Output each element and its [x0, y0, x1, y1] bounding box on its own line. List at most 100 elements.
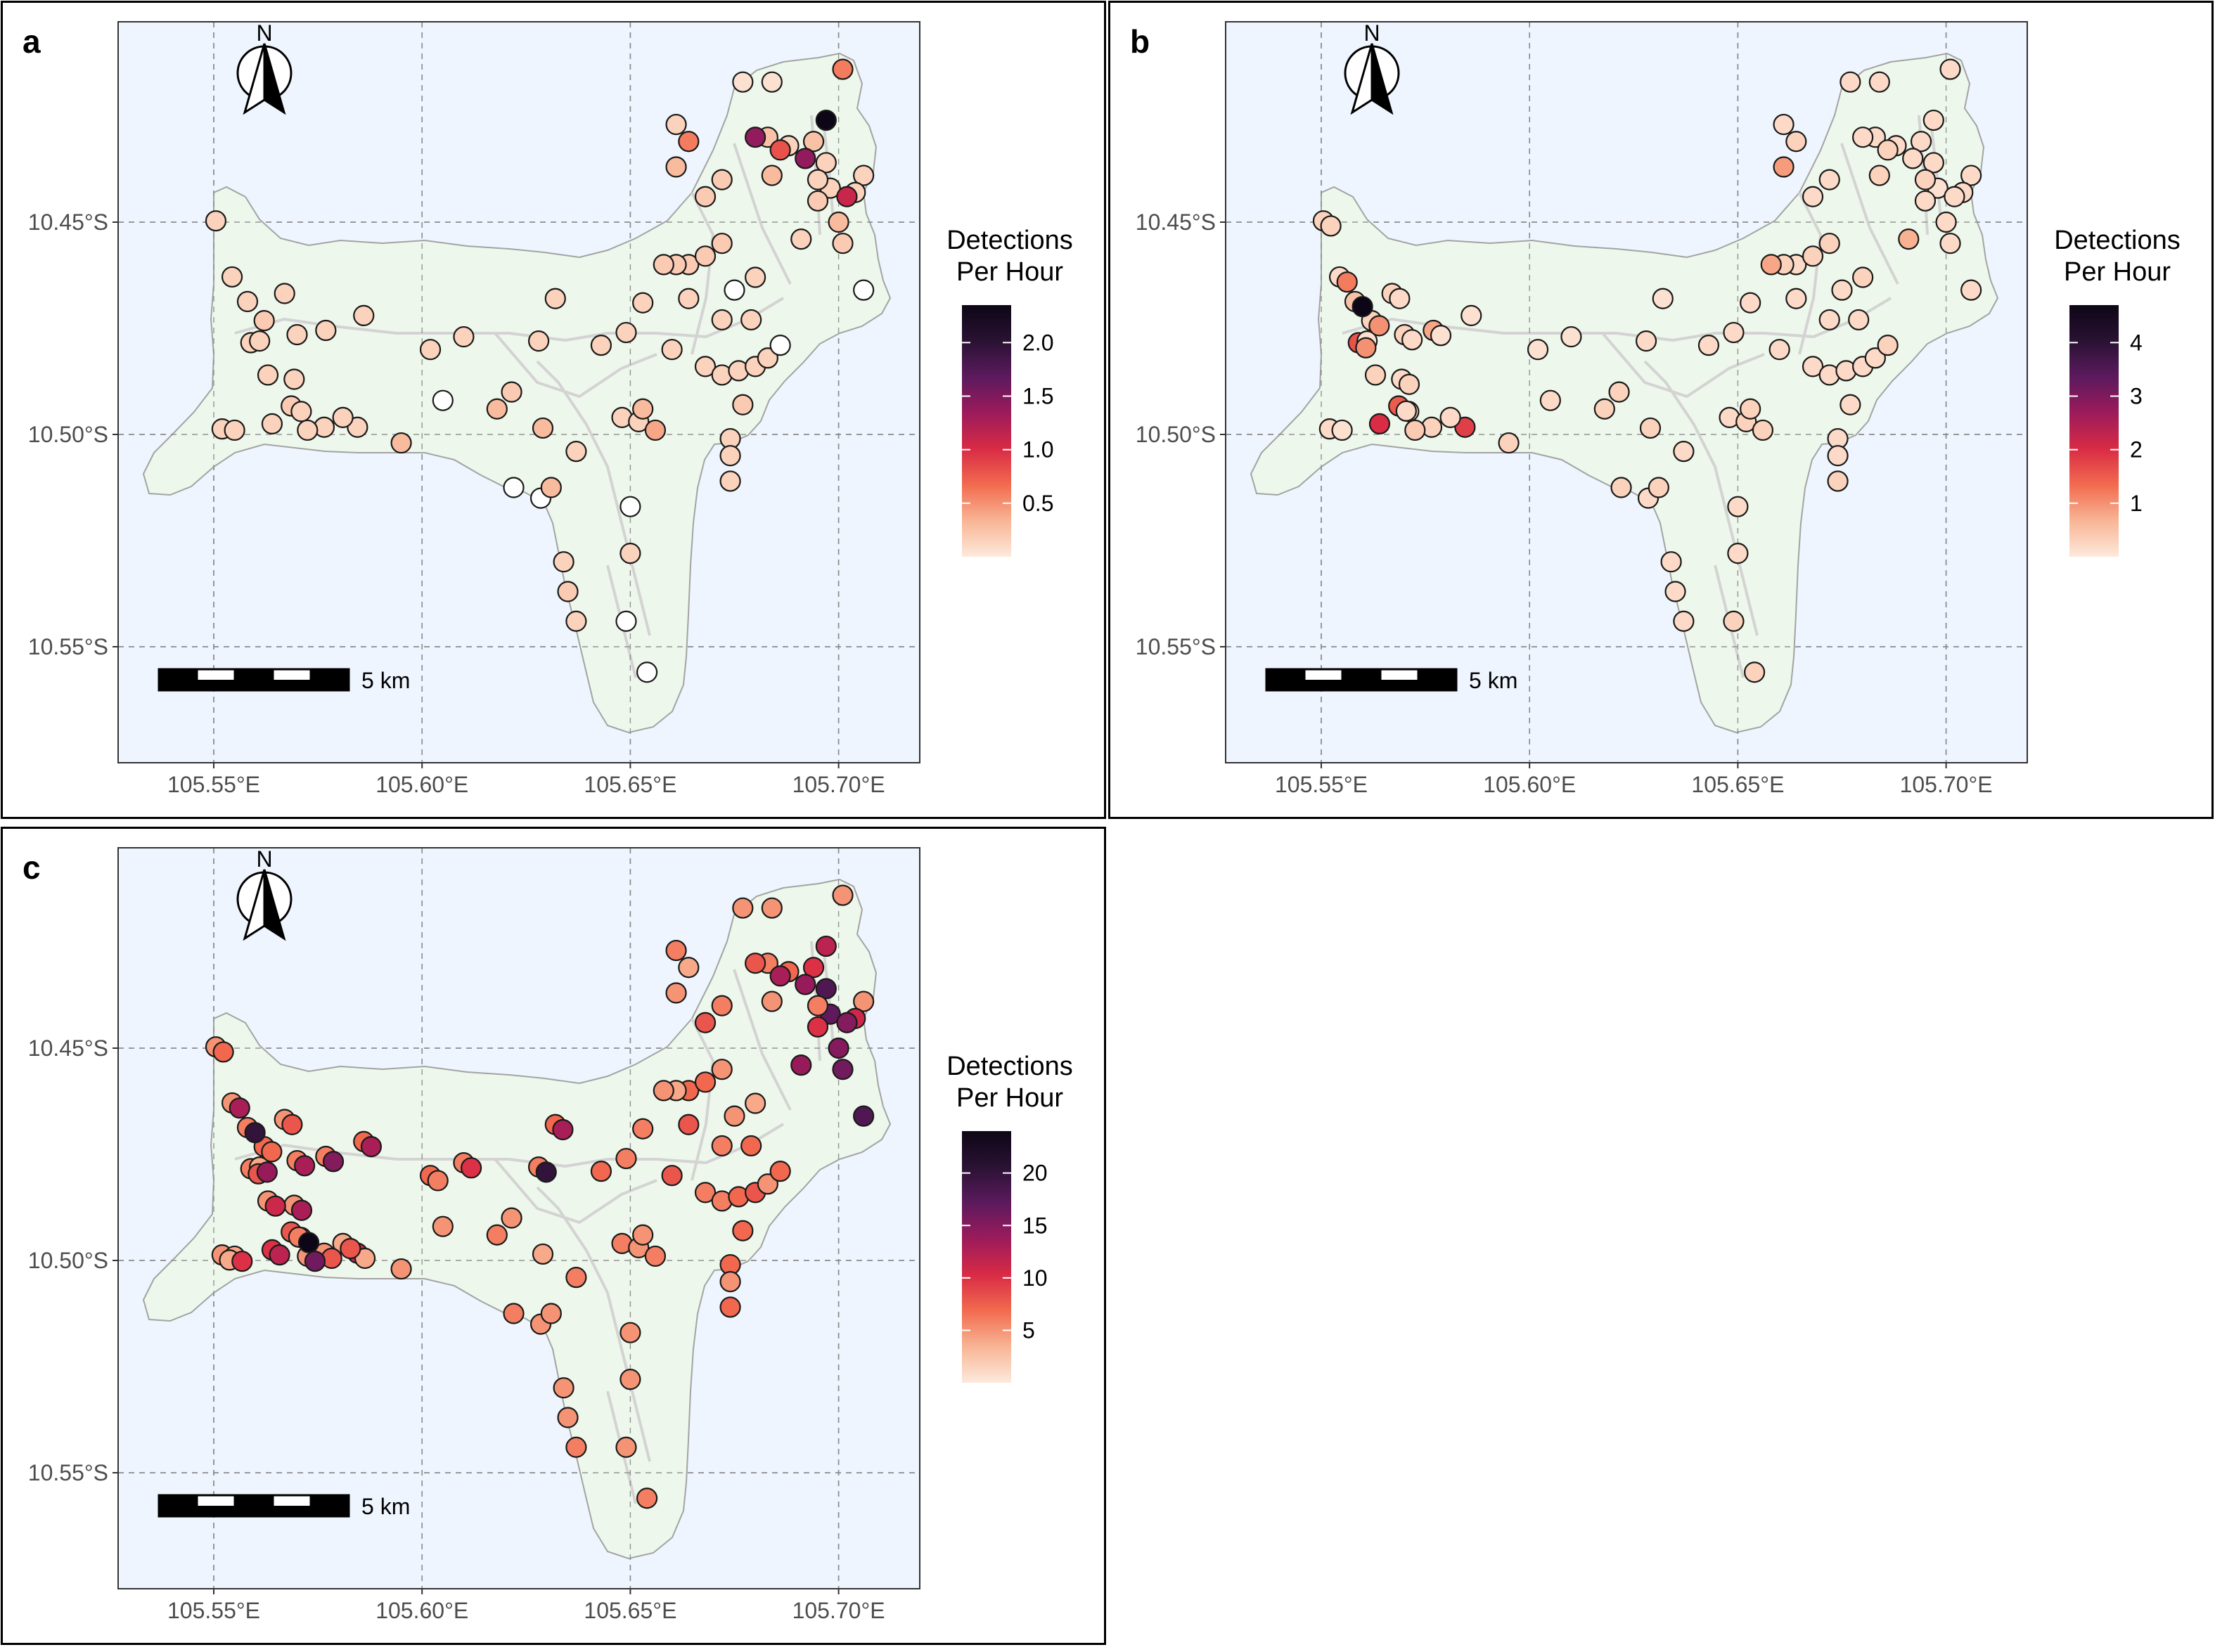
road-line	[494, 332, 657, 398]
station-point	[527, 330, 550, 352]
plot-border	[117, 21, 920, 763]
y-tick-label: 10.50°S	[28, 1248, 108, 1273]
station-point	[790, 228, 812, 250]
station-point	[257, 364, 279, 386]
station-point	[1960, 279, 1982, 301]
scale-bar-segment	[158, 1494, 198, 1518]
station-point	[1902, 148, 1924, 169]
station-point	[615, 1147, 637, 1170]
station-point	[724, 279, 745, 301]
station-point	[565, 1267, 587, 1289]
scale-bar-segment-lower	[1380, 680, 1418, 690]
station-point	[1910, 131, 1932, 153]
station-point	[711, 233, 733, 254]
station-point	[740, 309, 762, 331]
station-point	[769, 139, 791, 161]
station-point	[1727, 496, 1749, 517]
station-point	[1539, 389, 1561, 411]
scale-bar-label: 5 km	[1469, 668, 1517, 693]
station-point	[636, 1488, 658, 1509]
station-point	[619, 496, 641, 517]
x-tick-label: 105.65°E	[584, 772, 676, 797]
legend-title-line1: Detections	[946, 226, 1073, 255]
plot-border	[117, 847, 920, 1589]
x-tick-label: 105.60°E	[375, 1598, 468, 1623]
station-point	[832, 884, 854, 906]
station-point	[1922, 152, 1944, 174]
station-point	[294, 1155, 316, 1177]
panel-label-a: a	[23, 23, 41, 60]
station-point	[544, 288, 566, 309]
road-line	[1643, 360, 1759, 636]
y-tick-label: 10.50°S	[28, 422, 108, 447]
station-point	[1660, 551, 1682, 573]
station-point	[828, 1037, 849, 1059]
station-point	[1868, 164, 1890, 186]
station-point	[795, 974, 816, 995]
station-point	[1723, 321, 1745, 344]
panel-a: 105.55°E 105.60°E 105.65°E 105.70°E 10.45°S 1…	[1, 1, 1106, 819]
station-point	[427, 1170, 449, 1192]
station-point	[1840, 71, 1861, 93]
scale-bar-segment	[1341, 668, 1382, 692]
station-point	[832, 1059, 854, 1080]
x-tick-label: 105.65°E	[584, 1598, 676, 1623]
station-point	[1827, 470, 1849, 492]
panel-label-c: c	[23, 849, 41, 886]
colorbar-tick-label: 2	[2130, 437, 2143, 463]
station-point	[1401, 329, 1423, 351]
x-tick-label: 105.65°E	[1691, 772, 1784, 797]
north-arrow-icon: N	[1344, 20, 1400, 115]
station-point	[1364, 364, 1387, 386]
legend-title-line2: Per Hour	[956, 257, 1063, 287]
station-point	[503, 1303, 525, 1324]
station-point	[1743, 662, 1766, 683]
station-point	[745, 1092, 766, 1114]
station-point	[590, 335, 612, 356]
x-tick-label: 105.70°E	[792, 772, 885, 797]
station-point	[636, 662, 658, 683]
station-point	[853, 990, 875, 1012]
plot-border	[1225, 21, 2028, 763]
station-point	[1527, 339, 1549, 361]
colorbar-tick-label: 2.0	[1022, 330, 1053, 355]
station-point	[802, 131, 825, 153]
scale-bar-label: 5 km	[361, 1494, 410, 1519]
station-point	[1673, 610, 1695, 632]
map-panel-a-svg: 105.55°E 105.60°E 105.65°E 105.70°E 10.45°S 1…	[28, 20, 1073, 797]
station-point	[1723, 610, 1745, 632]
station-point	[644, 1245, 667, 1267]
station-point	[353, 304, 375, 326]
station-point	[1352, 296, 1373, 318]
road-line	[1601, 332, 1765, 398]
north-arrow-label: N	[1363, 20, 1380, 46]
scale-bar-segment	[309, 1494, 350, 1518]
station-point	[1740, 292, 1761, 314]
station-point	[565, 610, 587, 632]
station-point	[540, 1303, 562, 1324]
station-point	[347, 416, 368, 438]
colorbar	[962, 1131, 1011, 1383]
station-point	[1752, 419, 1774, 441]
station-point	[694, 1012, 717, 1033]
station-point	[1785, 131, 1807, 153]
station-point	[532, 1243, 554, 1265]
station-point	[1320, 215, 1342, 237]
station-point	[632, 1224, 654, 1246]
legend-title-line2: Per Hour	[2064, 257, 2171, 287]
station-point	[552, 1118, 574, 1141]
station-point	[1868, 71, 1890, 93]
station-point	[807, 169, 829, 191]
station-point	[540, 477, 562, 498]
station-point	[565, 441, 587, 463]
map-panel-b-svg: 105.55°E 105.60°E 105.65°E 105.70°E 10.45°S 1…	[1136, 20, 2181, 797]
colorbar	[2069, 305, 2119, 557]
colorbar-tick-label: 5	[1022, 1317, 1035, 1343]
station-point	[1848, 309, 1870, 331]
station-point	[1395, 400, 1417, 422]
station-point	[665, 113, 687, 136]
station-point	[1852, 127, 1874, 148]
station-point	[745, 266, 766, 288]
station-point	[1827, 445, 1849, 467]
